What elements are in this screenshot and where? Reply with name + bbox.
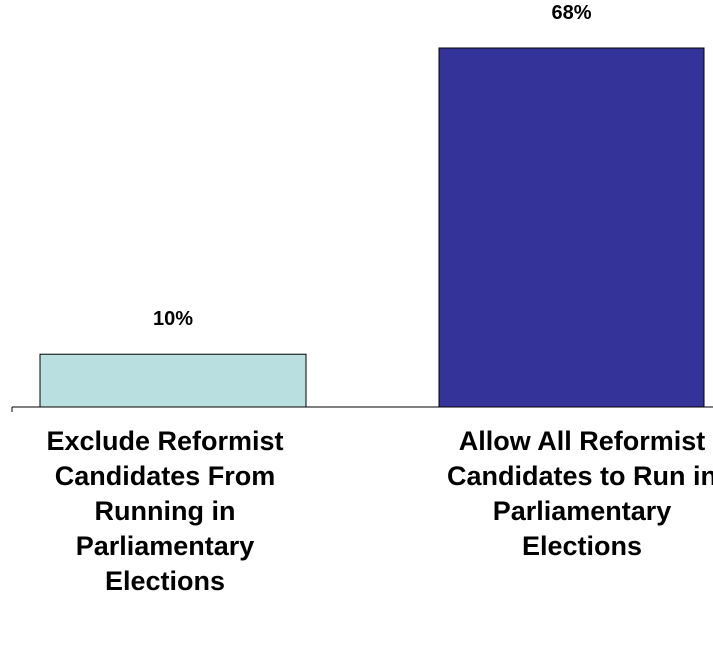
value-label-allow: 68% [551,2,591,24]
bar-exclude [39,353,307,408]
category-label-allow: Allow All Reformist Candidates to Run in… [447,426,713,561]
value-label-exclude: 10% [153,308,193,330]
value-labels-group: 10% 68% [153,2,592,330]
bar-allow [438,47,705,408]
bars-group [39,47,705,408]
category-label-exclude: Exclude Reformist Candidates From Runnin… [46,426,284,596]
